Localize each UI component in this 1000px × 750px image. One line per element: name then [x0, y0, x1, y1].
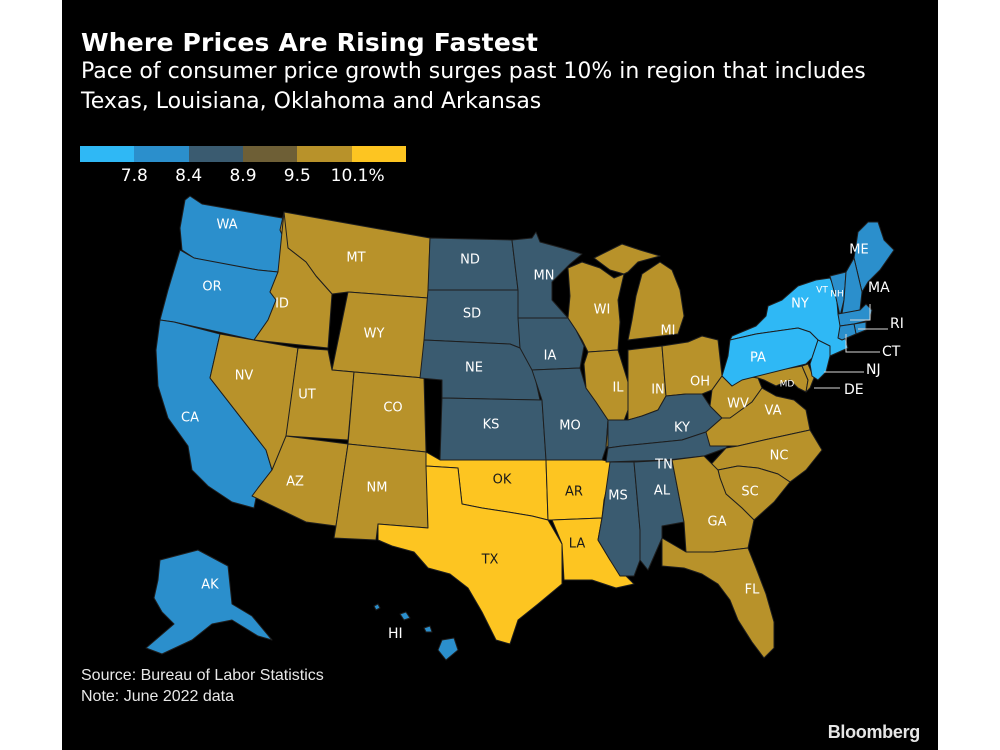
state-va: [705, 387, 811, 447]
state-label-al: AL: [654, 484, 671, 499]
chart-subtitle-line-2: Texas, Louisiana, Oklahoma and Arkansas: [81, 89, 542, 114]
state-label-ia: IA: [544, 349, 557, 364]
state-label-nv: NV: [235, 369, 254, 384]
legend-tick-label: 7.8: [120, 166, 148, 186]
state-label-sc: SC: [741, 485, 758, 500]
state-label-oh: OH: [690, 375, 710, 390]
state-tx: [377, 465, 563, 645]
state-label-vt: VT: [816, 286, 828, 296]
state-label-ri: RI: [890, 316, 904, 332]
legend-swatch-4: [297, 146, 352, 162]
state-label-nc: NC: [770, 449, 789, 464]
source-note: Source: Bureau of Labor Statistics: [81, 667, 324, 684]
state-label-nh: NH: [830, 290, 844, 300]
state-id: [253, 211, 333, 349]
state-label-md: MD: [780, 380, 795, 390]
state-label-mi: MI: [660, 324, 675, 339]
state-ak: [145, 549, 273, 655]
state-label-ca: CA: [181, 411, 199, 426]
state-label-ms: MS: [608, 489, 627, 504]
data-note: Note: June 2022 data: [81, 688, 235, 705]
state-ct: [837, 323, 857, 341]
state-label-il: IL: [612, 381, 624, 396]
state-label-nm: NM: [367, 481, 388, 496]
legend-tick-label: 9.5: [283, 166, 311, 186]
state-label-ak: AK: [201, 578, 219, 593]
state-label-tx: TX: [481, 553, 499, 568]
state-label-or: OR: [202, 280, 221, 295]
state-hi: [373, 603, 459, 661]
state-label-wa: WA: [216, 218, 237, 233]
state-label-tn: TN: [654, 458, 673, 473]
state-label-pa: PA: [750, 351, 766, 366]
legend-tick-label: 8.4: [175, 166, 203, 186]
state-label-mt: MT: [346, 251, 365, 266]
chart-title: Where Prices Are Rising Fastest: [81, 28, 539, 57]
chart-panel: Where Prices Are Rising Fastest Pace of …: [62, 0, 938, 750]
us-choropleth-map: WA OR CA AK HI MT ID WY NV UT CO AZ NM ND SD NE KS MN IA MO…: [145, 195, 904, 661]
state-label-ks: KS: [483, 418, 500, 433]
legend-ticks: 7.8 8.4 8.9 9.5 10.1%: [80, 162, 420, 186]
state-label-mn: MN: [534, 269, 555, 284]
legend-tick-label: 8.9: [229, 166, 257, 186]
legend-swatch-1: [134, 146, 189, 162]
state-label-sd: SD: [463, 307, 481, 322]
label-leader-lines: [814, 304, 888, 389]
state-label-in: IN: [651, 383, 665, 398]
legend-tick-label: 10.1%: [330, 166, 385, 186]
legend-swatch-3: [242, 146, 298, 162]
state-wi: [567, 261, 625, 353]
state-label-ga: GA: [708, 515, 727, 530]
legend-swatch-5: [351, 146, 406, 162]
state-label-ky: KY: [674, 421, 690, 436]
state-label-fl: FL: [745, 583, 760, 598]
state-label-ma: MA: [868, 280, 890, 296]
state-label-hi: HI: [388, 626, 403, 642]
state-label-nd: ND: [460, 253, 480, 268]
state-label-nj: NJ: [866, 362, 881, 378]
state-label-me: ME: [849, 243, 868, 258]
leader-line-ct: [845, 334, 880, 353]
chart-subtitle-line-1: Pace of consumer price growth surges pas…: [81, 59, 866, 84]
state-label-va: VA: [765, 404, 782, 419]
state-nj: [809, 339, 831, 381]
state-label-wi: WI: [594, 303, 611, 318]
state-fl: [661, 537, 775, 659]
state-label-de: DE: [844, 382, 864, 398]
state-label-mo: MO: [559, 419, 580, 434]
state-label-ct: CT: [882, 344, 901, 360]
state-label-az: AZ: [286, 475, 304, 490]
bloomberg-logo: Bloomberg: [827, 722, 921, 742]
state-label-ar: AR: [565, 485, 583, 500]
state-label-wy: WY: [364, 327, 385, 342]
color-legend: 7.8 8.4 8.9 9.5 10.1%: [80, 146, 420, 186]
state-mi: [593, 243, 685, 341]
state-label-la: LA: [569, 537, 586, 552]
state-pa: [721, 327, 819, 387]
state-label-ut: UT: [298, 388, 316, 403]
legend-swatch-0: [80, 146, 135, 162]
state-ga: [671, 455, 755, 553]
legend-swatch-2: [188, 146, 243, 162]
state-label-ne: NE: [465, 361, 483, 376]
state-vt: [829, 271, 847, 317]
legend-color-bar: [80, 146, 406, 162]
leader-line-ma: [850, 304, 871, 321]
state-label-ny: NY: [791, 297, 809, 312]
state-label-co: CO: [383, 401, 402, 416]
state-label-id: ID: [275, 297, 289, 312]
state-me: [853, 221, 895, 293]
state-label-wv: WV: [727, 397, 749, 412]
state-label-ok: OK: [493, 473, 512, 488]
